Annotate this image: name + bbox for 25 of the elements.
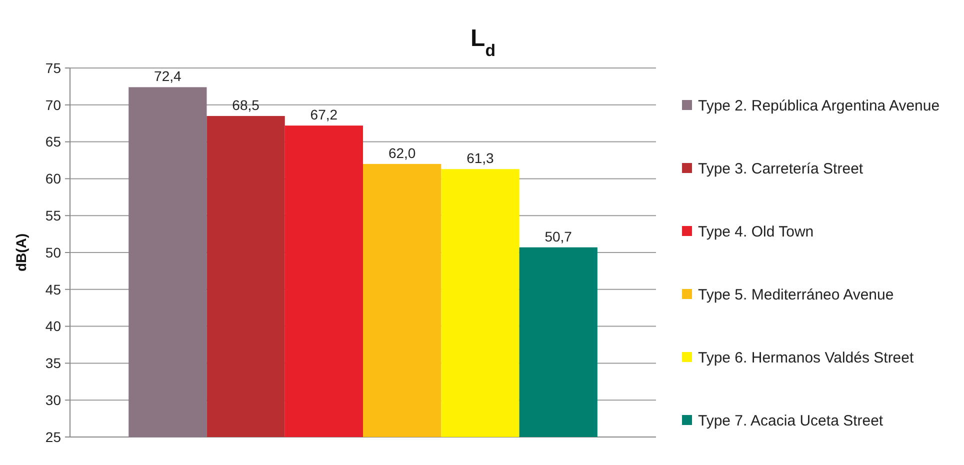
y-tick-label: 50 bbox=[45, 244, 62, 260]
data-label: 62,0 bbox=[388, 144, 416, 161]
y-tick-label: 30 bbox=[45, 392, 62, 408]
y-tick-label: 60 bbox=[45, 170, 62, 187]
legend-label: Type 4. Old Town bbox=[698, 223, 814, 240]
legend-label: Type 5. Mediterráneo Avenue bbox=[698, 286, 894, 304]
data-label: 72,4 bbox=[154, 68, 182, 84]
legend-label: Type 2. República Argentina Avenue bbox=[698, 97, 940, 114]
y-tick-label: 75 bbox=[45, 60, 62, 76]
y-tick-label: 45 bbox=[45, 281, 62, 298]
data-label: 68,5 bbox=[232, 96, 260, 113]
legend-label: Type 3. Carretería Street bbox=[698, 160, 864, 178]
legend-label: Type 7. Acacia Uceta Street bbox=[698, 412, 884, 430]
data-label: 67,2 bbox=[310, 106, 338, 123]
data-label: 50,7 bbox=[544, 228, 572, 244]
y-tick-label: 55 bbox=[45, 208, 62, 224]
y-axis-title: dB(A) bbox=[13, 233, 29, 272]
y-tick-label: 40 bbox=[45, 318, 62, 334]
chart-title: L$_{d}$ bbox=[470, 25, 496, 60]
legend-label: Type 6. Hermanos Valdés Street bbox=[698, 349, 914, 366]
y-tick-label: 25 bbox=[45, 428, 62, 445]
y-tick-label: 35 bbox=[45, 355, 62, 372]
data-label: 61,3 bbox=[466, 150, 494, 166]
y-tick-label: 70 bbox=[45, 96, 62, 113]
y-tick-label: 65 bbox=[45, 134, 62, 150]
